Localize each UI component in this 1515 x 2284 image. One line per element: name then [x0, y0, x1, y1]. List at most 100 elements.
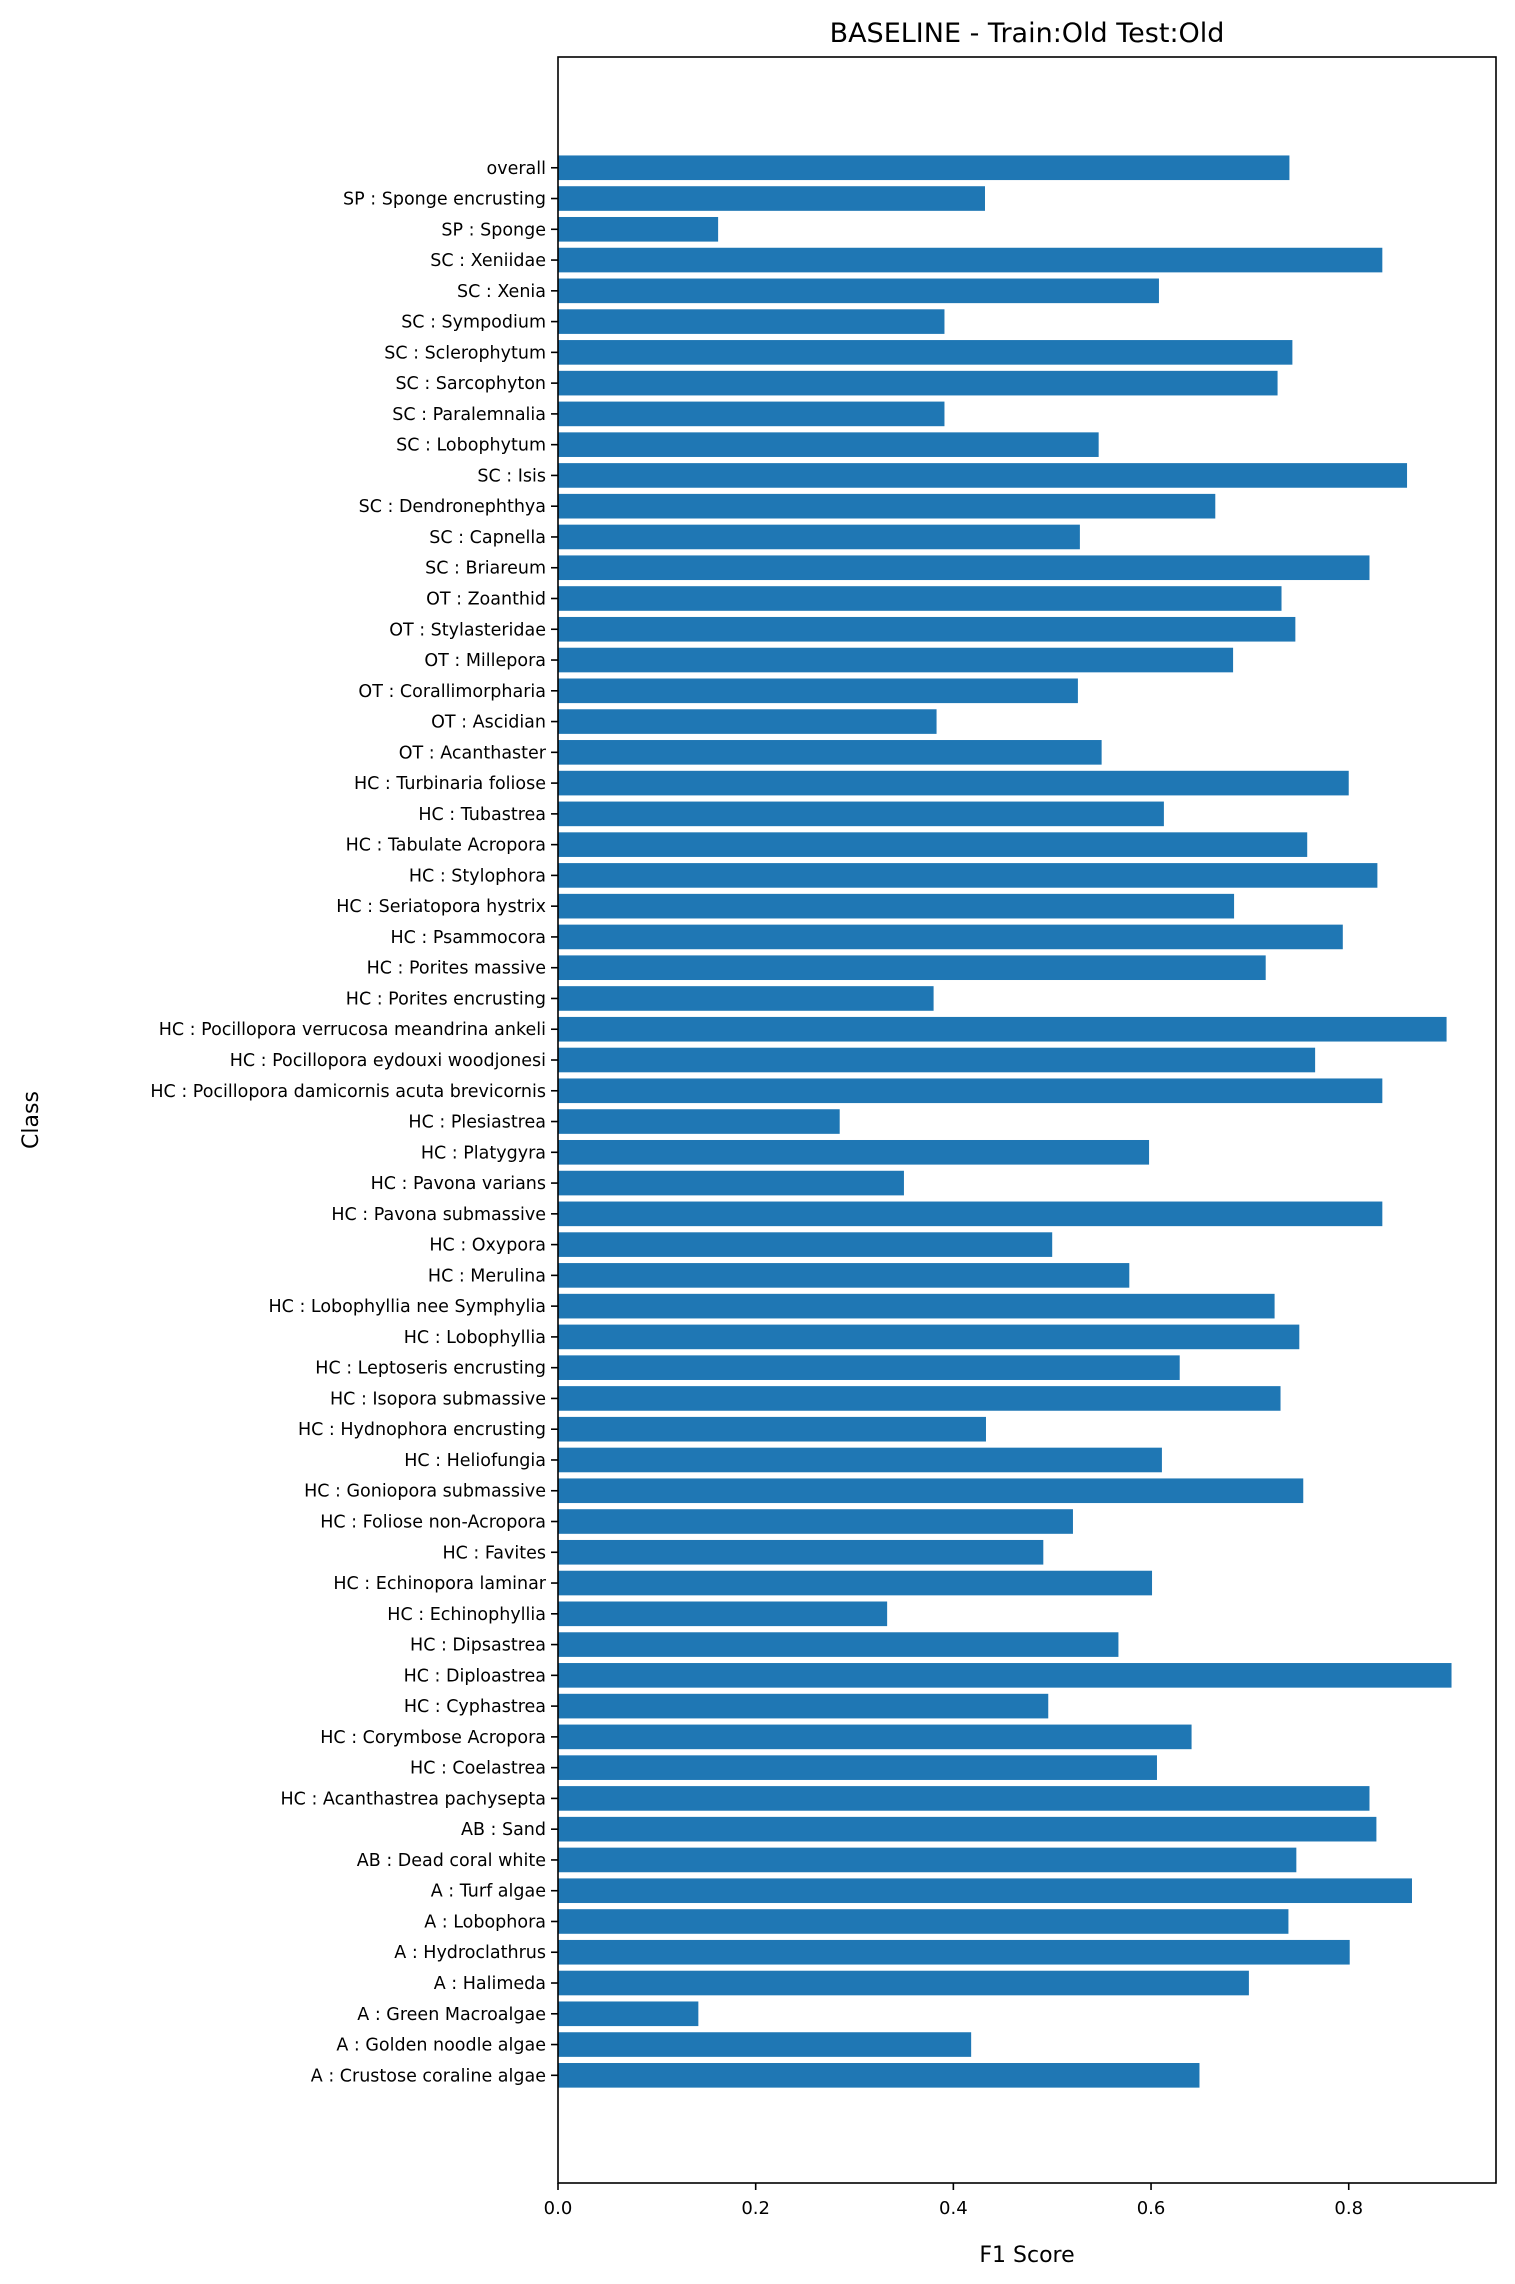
bar	[558, 1016, 1447, 1042]
y-tick-label: SC : Dendronephthya	[359, 497, 546, 517]
bar	[558, 1355, 1180, 1380]
y-tick-label: HC : Favites	[442, 1543, 546, 1563]
bar	[558, 247, 1383, 273]
y-tick-label: HC : Corymbose Acropora	[320, 1728, 546, 1748]
y-tick-label: HC : Cyphastrea	[404, 1697, 546, 1717]
y-tick-label: SP : Sponge encrusting	[343, 190, 546, 210]
y-tick-label: SP : Sponge	[441, 220, 546, 240]
y-tick-label: HC : Pavona submassive	[331, 1205, 546, 1225]
bar	[558, 2032, 972, 2057]
bar	[558, 1816, 1377, 1842]
bar	[558, 1139, 1150, 1165]
bar	[558, 278, 1159, 304]
bar	[558, 1078, 1383, 1104]
y-tick-label: HC : Coelastrea	[410, 1759, 546, 1779]
y-tick-label: SC : Xenia	[457, 282, 546, 302]
y-tick-label: HC : Merulina	[428, 1266, 546, 1286]
bar	[558, 155, 1290, 181]
bar	[558, 216, 719, 242]
bar	[558, 832, 1308, 857]
bar	[558, 1201, 1383, 1227]
bar	[558, 893, 1235, 919]
bar	[558, 1939, 1350, 1965]
bar	[558, 2063, 1200, 2088]
y-tick-label: HC : Pavona varians	[371, 1174, 546, 1194]
bar	[558, 1847, 1297, 1873]
y-tick-label: SC : Lobophytum	[396, 436, 546, 456]
y-tick-label: HC : Goniopora submassive	[304, 1482, 546, 1502]
y-tick-label: HC : Oxypora	[429, 1236, 546, 1256]
bar	[558, 924, 1343, 950]
y-tick-label: HC : Echinophyllia	[387, 1605, 546, 1625]
y-tick-label: HC : Lobophyllia	[404, 1328, 546, 1348]
bar	[558, 1663, 1452, 1688]
bar	[558, 1909, 1289, 1934]
bar	[558, 678, 1078, 704]
y-tick-label: OT : Stylasteridae	[389, 620, 546, 640]
bar	[558, 955, 1266, 981]
x-axis-ticks: 0.0 0.2 0.4 0.6 0.8	[544, 2183, 1363, 2219]
y-tick-label: HC : Psammocora	[390, 928, 546, 948]
bar	[558, 1478, 1304, 1504]
y-tick-label: HC : Pocillopora damicornis acuta brevic…	[150, 1082, 546, 1102]
bar	[558, 1570, 1153, 1596]
bar	[558, 1755, 1157, 1780]
bar	[558, 801, 1164, 827]
bars-group	[558, 155, 1452, 2088]
x-axis-label: F1 Score	[979, 2243, 1074, 2268]
y-tick-label: A : Crustose coraline algae	[311, 2066, 546, 2086]
y-tick-label: HC : Heliofungia	[404, 1451, 546, 1471]
bar	[558, 186, 985, 211]
y-tick-label: HC : Hydnophora encrusting	[298, 1420, 546, 1440]
y-axis-ticks: A : Crustose coraline algae A : Golden no…	[150, 159, 558, 2086]
y-tick-label: SC : Isis	[477, 466, 546, 486]
bar	[558, 1109, 840, 1134]
bar	[558, 1724, 1192, 1750]
y-tick-label: HC : Foliose non-Acropora	[320, 1513, 546, 1533]
bar	[558, 401, 945, 427]
bar	[558, 616, 1296, 642]
y-tick-label: A : Hydroclathrus	[394, 1943, 546, 1963]
y-tick-label: OT : Ascidian	[431, 713, 546, 733]
y-tick-label: OT : Corallimorpharia	[358, 682, 546, 702]
y-tick-label: HC : Platygyra	[421, 1143, 546, 1163]
y-axis-label: Class	[19, 1091, 44, 1149]
y-tick-label: HC : Plesiastrea	[408, 1113, 546, 1133]
bar	[558, 1170, 904, 1196]
bar	[558, 1878, 1412, 1904]
y-tick-label: SC : Paralemnalia	[392, 405, 546, 425]
y-tick-label: HC : Stylophora	[409, 866, 546, 886]
bar	[558, 740, 1102, 765]
bar	[558, 863, 1378, 888]
bar	[558, 1386, 1281, 1411]
y-tick-label: HC : Dipsastrea	[410, 1636, 546, 1656]
bar	[558, 370, 1278, 396]
y-tick-label: A : Turf algae	[431, 1882, 546, 1902]
chart-title: BASELINE - Train:Old Test:Old	[830, 18, 1225, 49]
bar	[558, 524, 1080, 550]
bar	[558, 586, 1282, 611]
x-tick-label: 0.4	[939, 2198, 968, 2219]
y-tick-label: SC : Xeniidae	[430, 251, 546, 271]
bar	[558, 986, 934, 1011]
y-tick-label: HC : Porites encrusting	[346, 989, 546, 1009]
y-tick-label: HC : Diploastrea	[404, 1666, 546, 1686]
y-tick-label: HC : Acanthastrea pachysepta	[281, 1789, 547, 1809]
y-tick-label: HC : Porites massive	[367, 959, 546, 979]
y-tick-label: A : Halimeda	[434, 1974, 546, 1994]
y-tick-label: HC : Tabulate Acropora	[346, 836, 546, 856]
y-tick-label: HC : Turbinaria foliose	[354, 774, 546, 794]
y-tick-label: OT : Zoanthid	[426, 589, 546, 609]
bar	[558, 2001, 699, 2027]
bar	[558, 1447, 1162, 1473]
x-tick-label: 0.8	[1334, 2198, 1363, 2219]
bar	[558, 1509, 1073, 1534]
bar	[558, 1632, 1119, 1657]
bar	[558, 432, 1099, 457]
y-tick-label: OT : Acanthaster	[399, 743, 547, 763]
bar	[558, 1047, 1316, 1073]
y-tick-label: SC : Capnella	[429, 528, 546, 548]
bar	[558, 1232, 1053, 1257]
bar	[558, 309, 945, 334]
